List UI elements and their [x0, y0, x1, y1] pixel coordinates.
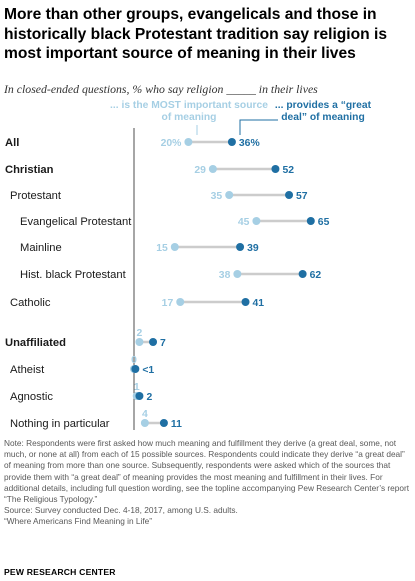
row-label: Unaffiliated	[5, 337, 66, 349]
great-deal-dot	[241, 298, 250, 306]
row-label: Atheist	[10, 364, 45, 376]
most-important-value-label: 20%	[161, 138, 182, 149]
chart-subtitle: In closed-ended questions, % who say rel…	[4, 82, 318, 96]
great-deal-value-label: 65	[318, 217, 330, 228]
row-label: Protestant	[10, 190, 62, 202]
great-deal-value-label: 36%	[239, 138, 260, 149]
chart-row: Mainline 15 39	[20, 242, 259, 254]
great-deal-value-label: 2	[146, 392, 152, 403]
chart-row: Nothing in particular 4 11	[10, 409, 182, 430]
row-label: Evangelical Protestant	[20, 216, 132, 228]
dot-plot-chart: ... is the MOST important source of meani…	[5, 100, 372, 430]
great-deal-value-label: 41	[253, 298, 265, 309]
chart-row: Agnostic 12	[10, 382, 152, 403]
most-important-value-label: 38	[219, 270, 231, 281]
most-important-value-label: 1	[134, 382, 140, 393]
most-important-dot	[252, 217, 261, 225]
legend-most-important-line: ... is the MOST important source	[110, 100, 268, 111]
great-deal-dot	[298, 270, 307, 278]
great-deal-value-label: <1	[142, 365, 154, 376]
great-deal-dot	[227, 138, 236, 146]
chart-row: Hist. black Protestant 38 62	[20, 269, 321, 281]
most-important-value-label: 29	[194, 165, 206, 176]
most-important-dot	[233, 270, 242, 278]
most-important-dot	[170, 243, 179, 251]
legend-great-deal-line: ... provides a “great	[275, 100, 372, 111]
great-deal-dot	[236, 243, 245, 251]
most-important-value-label: 17	[162, 298, 174, 309]
legend-great-deal: ... provides a “great deal” of meaning	[239, 100, 372, 135]
row-label: All	[5, 137, 19, 149]
great-deal-dot	[135, 392, 144, 400]
chart-row: Protestant 35 57	[10, 190, 308, 202]
great-deal-value-label: 7	[160, 338, 166, 349]
great-deal-value-label: 52	[282, 165, 294, 176]
great-deal-value-label: 57	[296, 191, 308, 202]
legend-great-deal-label: ... provides a “great deal” of meaning	[275, 100, 372, 123]
most-important-value-label: 45	[238, 217, 250, 228]
great-deal-dot	[131, 365, 140, 373]
most-important-value-label: 15	[156, 243, 168, 254]
note-text: Note: Respondents were first asked how m…	[4, 438, 410, 505]
source-text: Source: Survey conducted Dec. 4-18, 2017…	[4, 505, 238, 516]
brand-logo-text: PEW RESEARCH CENTER	[4, 567, 116, 577]
most-important-dot	[208, 165, 217, 173]
legend-great-deal-pointer	[239, 119, 278, 135]
legend-great-deal-line: deal” of meaning	[281, 112, 365, 123]
chart-row: Unaffiliated 2 7	[5, 328, 166, 349]
row-label: Christian	[5, 164, 54, 176]
chart-row: Catholic 17 41	[10, 297, 264, 309]
most-important-dot	[176, 298, 185, 306]
chart-row: All 20% 36%	[5, 137, 260, 149]
most-important-value-label: 35	[211, 191, 223, 202]
legend-most-important-label: ... is the MOST important source of meani…	[110, 100, 268, 123]
most-important-dot	[184, 138, 193, 146]
chart-note: Note: Respondents were first asked how m…	[4, 438, 411, 528]
legend-most-important-line: of meaning	[162, 112, 217, 123]
most-important-value-label: 2	[137, 328, 143, 339]
chart-rows: All 20% 36% Christian 29 52 Protestant 35 57 Evan…	[5, 137, 330, 430]
most-important-dot	[135, 338, 144, 346]
chart-title: More than other groups, evangelicals and…	[4, 6, 388, 63]
row-label: Catholic	[10, 297, 51, 309]
great-deal-dot	[271, 165, 280, 173]
great-deal-value-label: 39	[247, 243, 259, 254]
great-deal-dot	[159, 419, 168, 427]
row-label: Agnostic	[10, 391, 53, 403]
chart-row: Evangelical Protestant 45 65	[20, 216, 330, 228]
great-deal-value-label: 62	[310, 270, 322, 281]
most-important-value-label: 4	[142, 409, 148, 420]
legend-most-important: ... is the MOST important source of meani…	[110, 100, 268, 135]
report-text: “Where Americans Find Meaning in Life”	[4, 516, 153, 527]
row-label: Hist. black Protestant	[20, 269, 127, 281]
chart-row: Christian 29 52	[5, 164, 294, 176]
great-deal-dot	[285, 191, 294, 199]
most-important-dot	[140, 419, 149, 427]
row-label: Mainline	[20, 242, 62, 254]
most-important-dot	[225, 191, 234, 199]
chart-row: Atheist 0 <1	[10, 355, 154, 376]
great-deal-dot	[306, 217, 315, 225]
most-important-value-label: 0	[131, 355, 137, 366]
great-deal-dot	[149, 338, 158, 346]
great-deal-value-label: 11	[171, 419, 182, 430]
row-label: Nothing in particular	[10, 418, 110, 430]
